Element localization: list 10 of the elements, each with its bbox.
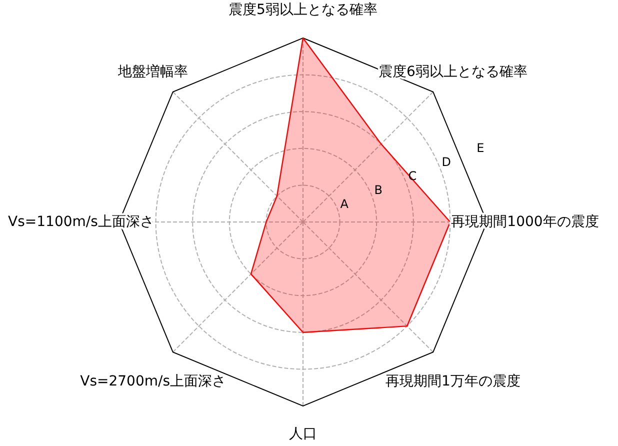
spoke-label: Vs=2700m/s上面深さ [80,374,226,390]
y-tick-label: E [476,140,484,155]
y-tick-label: B [374,183,383,198]
y-tick-label: C [408,168,417,183]
spoke-label: 震度5弱以上となる確率 [228,2,378,18]
y-tick-label: A [340,197,350,212]
spoke-label: 地盤増幅率 [117,62,188,80]
y-tick-label: D [442,154,452,169]
spoke-label: 再現期間1万年の震度 [385,374,520,390]
spoke-label: 人口 [289,426,317,442]
